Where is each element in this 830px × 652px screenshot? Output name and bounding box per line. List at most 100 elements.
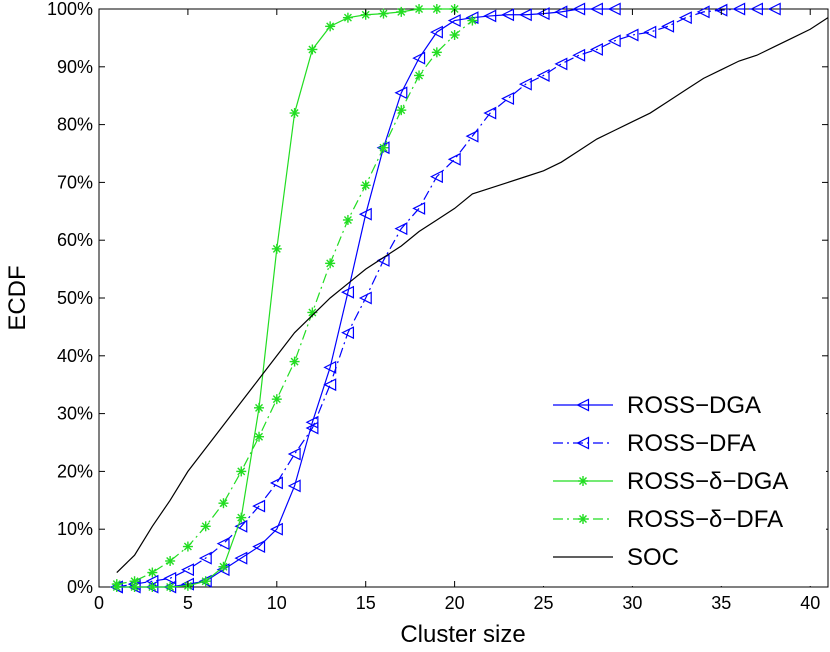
data-point-ross-dfa xyxy=(129,576,140,587)
legend-label-ross-dfa: ROSS−δ−DFA xyxy=(627,506,783,533)
data-point-ross-dga xyxy=(325,21,336,32)
y-axis-title: ECDF xyxy=(4,265,31,330)
data-point-ross-dga xyxy=(358,207,372,221)
marker-stroke xyxy=(290,109,299,118)
data-point-ross-dfa xyxy=(465,129,479,143)
marker-stroke xyxy=(166,583,175,591)
x-tick-label: 20 xyxy=(445,593,465,613)
data-point-ross-dga xyxy=(342,12,353,23)
data-point-ross-dfa xyxy=(181,563,195,577)
data-point-ross-dga xyxy=(501,8,515,22)
data-point-ross-dfa xyxy=(323,378,337,392)
marker-stroke xyxy=(379,9,388,18)
marker-stroke xyxy=(468,16,477,25)
marker-stroke xyxy=(112,580,121,589)
legend-marker-ross-dga xyxy=(576,398,590,412)
data-point-ross-dfa xyxy=(696,5,710,19)
data-point-ross-dfa xyxy=(625,28,639,42)
y-axis-ticks: 0% 10% 20% 30% 40% 50% 60% 70% 80% 90% 100% xyxy=(47,0,828,597)
marker-stroke xyxy=(308,308,317,317)
data-point-ross-dga xyxy=(572,2,586,16)
data-point-ross-dfa xyxy=(678,11,692,25)
data-point-ross-dga xyxy=(271,243,282,254)
marker-stroke xyxy=(432,48,441,57)
marker-stroke xyxy=(432,5,441,13)
data-point-ross-dfa xyxy=(732,2,746,16)
series-line-soc xyxy=(116,17,829,573)
data-point-ross-dfa xyxy=(287,447,301,461)
marker-stroke xyxy=(201,522,210,531)
y-tick-label: 80% xyxy=(57,115,93,135)
legend-marker-ross-dfa xyxy=(576,436,590,450)
data-point-ross-dfa xyxy=(501,92,515,106)
data-point-ross-dfa xyxy=(396,105,407,116)
data-point-ross-dfa xyxy=(163,571,177,585)
data-point-ross-dfa xyxy=(236,466,247,477)
data-point-ross-dga xyxy=(396,6,407,17)
data-point-ross-dfa xyxy=(429,170,443,184)
legend-label-ross-dga: ROSS−DGA xyxy=(627,392,761,419)
data-point-ross-dga xyxy=(590,2,603,16)
y-tick-label: 90% xyxy=(57,57,93,77)
y-tick-label: 70% xyxy=(57,172,93,192)
series-line-ross-dfa xyxy=(116,20,473,585)
data-point-ross-dfa xyxy=(200,521,211,532)
legend-label-ross-dga: ROSS−δ−DGA xyxy=(627,468,788,495)
data-point-ross-dfa xyxy=(572,48,586,62)
data-point-ross-dga xyxy=(269,522,283,536)
data-point-ross-dfa xyxy=(590,42,603,56)
marker-stroke xyxy=(130,577,139,586)
data-point-ross-dfa xyxy=(234,519,248,533)
marker-stroke xyxy=(290,357,299,366)
marker-stroke xyxy=(397,7,406,16)
marker-stroke xyxy=(343,215,352,224)
x-tick-label: 15 xyxy=(356,593,376,613)
legend-marker-ross-dfa xyxy=(578,514,588,524)
data-point-ross-dfa xyxy=(165,555,176,566)
series-layer xyxy=(109,2,829,594)
data-point-ross-dga xyxy=(607,2,621,16)
marker-stroke xyxy=(326,22,335,31)
marker-stroke xyxy=(579,515,587,523)
marker-stroke xyxy=(166,556,175,565)
legend-box xyxy=(540,378,826,586)
data-point-ross-dga xyxy=(307,44,318,55)
data-point-ross-dfa xyxy=(111,579,122,590)
marker-stroke xyxy=(255,432,264,441)
marker-stroke xyxy=(272,395,281,404)
data-point-ross-dfa xyxy=(447,152,461,166)
data-point-ross-dfa xyxy=(767,2,781,16)
data-point-ross-dga xyxy=(483,9,497,23)
data-point-ross-dfa xyxy=(643,25,657,39)
x-axis-ticks: 0 5 10 15 20 25 30 35 40 xyxy=(94,9,820,613)
x-tick-label: 10 xyxy=(267,593,287,613)
data-point-ross-dfa xyxy=(414,70,425,81)
data-point-ross-dga xyxy=(147,582,158,592)
data-point-ross-dfa xyxy=(289,356,300,367)
data-point-ross-dfa xyxy=(341,326,355,340)
data-point-ross-dga xyxy=(378,8,389,19)
marker-stroke xyxy=(579,477,587,485)
data-point-ross-dfa xyxy=(216,537,230,551)
data-point-ross-dga xyxy=(200,576,211,587)
y-tick-label: 50% xyxy=(57,288,93,308)
marker-stroke xyxy=(361,181,370,190)
data-point-ross-dfa xyxy=(254,431,265,442)
data-point-ross-dfa xyxy=(198,551,212,565)
marker-stroke xyxy=(272,244,281,253)
data-point-ross-dfa xyxy=(449,30,460,41)
data-point-ross-dfa xyxy=(394,222,408,236)
data-point-ross-dfa xyxy=(305,421,319,435)
data-point-ross-dga xyxy=(394,86,408,100)
x-tick-label: 5 xyxy=(183,593,193,613)
plot-area xyxy=(98,2,829,594)
y-tick-label: 0% xyxy=(67,577,93,597)
marker-stroke xyxy=(237,467,246,476)
data-point-ross-dfa xyxy=(218,498,229,509)
marker-stroke xyxy=(450,31,459,40)
marker-stroke xyxy=(415,5,424,13)
x-tick-label: 25 xyxy=(533,593,553,613)
legend-label-ross-dfa: ROSS−DFA xyxy=(627,430,756,457)
data-point-ross-dfa xyxy=(360,180,371,191)
